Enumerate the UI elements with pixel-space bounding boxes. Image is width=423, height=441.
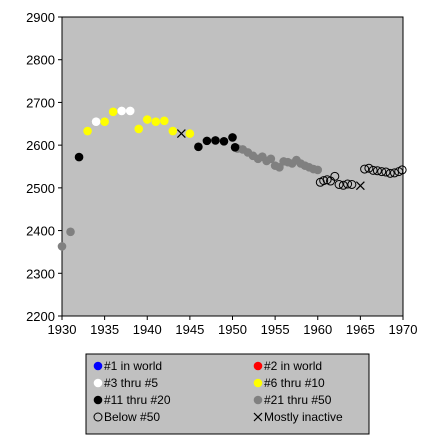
legend-marker <box>253 395 263 405</box>
legend-box <box>85 353 370 435</box>
data-point <box>377 167 387 177</box>
data-point <box>185 129 195 138</box>
y-tick-label: 2800 <box>26 53 55 68</box>
y-tick-label: 2200 <box>26 309 55 324</box>
data-point <box>364 163 374 173</box>
data-point <box>202 136 212 146</box>
data-point <box>83 126 92 136</box>
data-point <box>228 133 237 142</box>
data-point <box>319 176 329 186</box>
data-point <box>360 164 370 174</box>
legend-marker <box>93 395 103 405</box>
data-point <box>219 136 229 146</box>
legend-marker <box>253 412 263 422</box>
data-point <box>160 116 169 126</box>
y-tick-label: 2600 <box>26 138 55 153</box>
x-tick-label: 1965 <box>346 322 375 337</box>
x-tick-label: 1950 <box>218 322 247 337</box>
data-point <box>368 165 378 175</box>
legend-label: #6 thru #10 <box>264 376 325 390</box>
y-axis: 2200 2300 2400 2500 2600 2700 2800 2900 <box>26 10 62 324</box>
x-tick-label: 1960 <box>303 322 332 337</box>
data-point <box>91 117 101 126</box>
x-tick-label: 1930 <box>48 322 77 337</box>
data-point <box>125 106 135 116</box>
y-tick-label: 2400 <box>26 224 55 239</box>
data-point <box>355 181 365 191</box>
data-point <box>385 168 395 178</box>
data-point <box>66 227 75 237</box>
data-point <box>57 242 67 251</box>
x-tick-label: 1970 <box>389 322 418 337</box>
legend-marker <box>253 378 263 388</box>
data-point <box>211 136 220 145</box>
data-point <box>142 115 152 124</box>
data-point <box>338 180 348 190</box>
data-point <box>230 142 240 152</box>
data-point <box>372 166 382 176</box>
x-tick-label: 1935 <box>90 322 119 337</box>
data-point <box>343 179 353 189</box>
y-tick-label: 2900 <box>26 10 55 25</box>
legend-label: #3 thru #5 <box>104 376 158 390</box>
y-tick-label: 2500 <box>26 181 55 196</box>
data-point <box>313 165 323 175</box>
data-point <box>389 168 399 178</box>
data-point <box>100 117 109 126</box>
data-point <box>134 124 144 134</box>
legend-label: #11 thru #20 <box>104 393 171 407</box>
legend-marker <box>93 361 103 371</box>
legend-marker <box>93 412 103 422</box>
legend-marker <box>93 378 103 388</box>
legend-label: #2 in world <box>264 359 322 373</box>
legend: #1 in world #2 in world #3 thru #5 #6 thru … <box>85 353 370 435</box>
x-tick-label: 1940 <box>133 322 162 337</box>
legend-label: Mostly inactive <box>264 410 343 424</box>
data-point <box>176 129 186 139</box>
legend-label: #21 thru #50 <box>264 393 332 407</box>
data-point <box>334 179 344 189</box>
data-point <box>168 126 178 136</box>
plot-area <box>61 16 404 317</box>
data-point <box>108 107 118 117</box>
x-tick-label: 1945 <box>175 322 204 337</box>
data-point <box>117 106 126 116</box>
data-point <box>347 179 357 189</box>
legend-label: Below #50 <box>104 410 160 424</box>
data-point <box>266 154 276 164</box>
data-point <box>330 171 340 181</box>
data-point <box>381 167 391 177</box>
legend-marker <box>253 361 263 371</box>
data-point <box>151 117 161 126</box>
legend-label: #1 in world <box>104 359 162 373</box>
x-tick-label: 1955 <box>261 322 290 337</box>
data-point <box>275 163 284 172</box>
y-tick-label: 2300 <box>26 266 55 281</box>
x-axis: 1930 1935 1940 1945 1950 1955 1960 1965 1970 <box>48 316 418 337</box>
y-tick-label: 2700 <box>26 95 55 110</box>
data-point <box>74 152 84 162</box>
data-point <box>194 142 203 152</box>
data-point <box>397 165 407 175</box>
data-points <box>57 106 407 251</box>
